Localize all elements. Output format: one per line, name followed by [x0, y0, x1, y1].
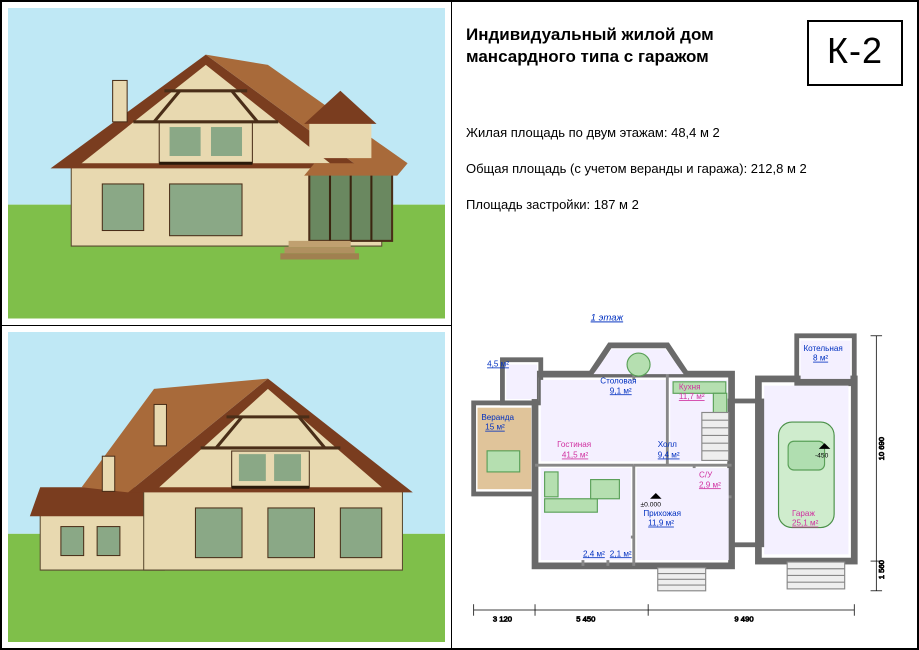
floor-plan: 1 этаж	[466, 300, 907, 640]
svg-text:11,7 м²: 11,7 м²	[679, 392, 705, 401]
svg-text:41,5 м²: 41,5 м²	[562, 451, 589, 460]
svg-text:Котельная: Котельная	[803, 344, 842, 353]
svg-text:±0.000: ±0.000	[640, 501, 661, 508]
spec-living-area: Жилая площадь по двум этажам: 48,4 м 2	[466, 124, 903, 142]
svg-text:9,1 м²: 9,1 м²	[610, 386, 632, 395]
svg-text:9 490: 9 490	[734, 614, 753, 623]
svg-text:2,9 м²: 2,9 м²	[699, 480, 721, 489]
svg-text:25,1 м²: 25,1 м²	[792, 519, 819, 528]
title-line-1: Индивидуальный жилой дом	[466, 24, 714, 46]
dimensions-right: 10 690 1 560	[871, 336, 886, 591]
svg-text:Гостиная: Гостиная	[557, 440, 591, 449]
specifications: Жилая площадь по двум этажам: 48,4 м 2 О…	[466, 124, 903, 215]
render-scene-2	[8, 332, 445, 643]
project-code: К-2	[807, 20, 903, 86]
svg-text:9,4 м²: 9,4 м²	[658, 451, 680, 460]
render-rear-view	[2, 326, 451, 649]
svg-text:2,4 м²: 2,4 м²	[583, 549, 605, 558]
svg-text:Прихожая: Прихожая	[643, 509, 681, 518]
svg-text:8 м²: 8 м²	[813, 354, 828, 363]
svg-text:10 690: 10 690	[877, 437, 886, 460]
svg-text:2,1 м²: 2,1 м²	[610, 549, 632, 558]
info-column: Индивидуальный жилой дом мансардного тип…	[452, 2, 917, 648]
svg-text:4,5 м²: 4,5 м²	[487, 359, 509, 368]
renders-column	[2, 2, 452, 648]
svg-text:Кухня: Кухня	[679, 382, 701, 391]
architectural-sheet: Индивидуальный жилой дом мансардного тип…	[0, 0, 919, 650]
svg-text:3 120: 3 120	[493, 614, 512, 623]
dimensions-bottom: 3 120 5 450 9 490	[474, 604, 855, 623]
render-scene-1	[8, 8, 445, 319]
svg-text:Веранда: Веранда	[481, 413, 514, 422]
svg-text:1 560: 1 560	[877, 560, 886, 579]
svg-text:-450: -450	[815, 453, 829, 460]
floor-label: 1 этаж	[591, 312, 624, 323]
render-front-view	[2, 2, 451, 326]
header-row: Индивидуальный жилой дом мансардного тип…	[466, 20, 903, 86]
spec-total-area: Общая площадь (с учетом веранды и гаража…	[466, 160, 903, 178]
svg-text:Столовая: Столовая	[600, 377, 636, 386]
svg-text:Холл: Холл	[658, 440, 677, 449]
svg-text:11,9 м²: 11,9 м²	[648, 519, 674, 528]
title-line-2: мансардного типа с гаражом	[466, 46, 714, 68]
svg-text:5 450: 5 450	[576, 614, 595, 623]
svg-text:Гараж: Гараж	[792, 509, 815, 518]
project-title: Индивидуальный жилой дом мансардного тип…	[466, 20, 714, 68]
svg-text:С/У: С/У	[699, 471, 713, 480]
spec-footprint: Площадь застройки: 187 м 2	[466, 196, 903, 214]
svg-text:15 м²: 15 м²	[485, 423, 505, 432]
